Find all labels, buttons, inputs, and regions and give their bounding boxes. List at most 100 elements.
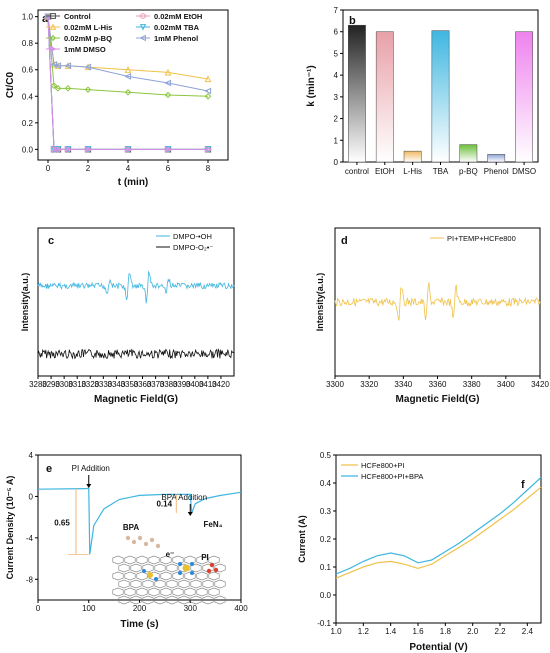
data-point: [124, 66, 132, 73]
hexagon: [130, 595, 142, 605]
data-point: [49, 34, 57, 42]
y-tick-label: 4: [29, 451, 34, 460]
data-point: [54, 145, 62, 153]
series-line: [47, 16, 209, 92]
x-tick-label: 1.6: [412, 627, 424, 636]
data-point: [84, 145, 92, 153]
x-tick-label: 3340: [108, 380, 126, 389]
hexagon: [178, 595, 190, 605]
data-point: [44, 13, 52, 21]
data-point: [124, 72, 132, 80]
legend-entry: HCFe800+PI: [361, 461, 405, 470]
data-point: [164, 68, 172, 76]
x-tick-label: 0: [36, 604, 41, 613]
y-axis-label: Current Density (10⁻⁵ A): [5, 476, 15, 580]
x-tick-label: 8: [206, 164, 211, 173]
y-tick-label: 0.4: [320, 479, 332, 488]
hexagon: [196, 587, 208, 597]
inset-graphene-illustration: BPA FeN₄ e⁻ PI: [112, 520, 226, 605]
y-tick-label: 0.2: [320, 535, 332, 544]
x-tick-label: 3400: [497, 380, 515, 389]
bar: [515, 31, 533, 163]
x-tick-label: 3310: [68, 380, 86, 389]
y-tick-label: 1.0: [22, 13, 34, 22]
data-point: [124, 145, 132, 153]
y-axis-label: Current (A): [297, 515, 307, 563]
series-dmpo-o2: [37, 348, 235, 360]
y-axis-label: Intensity(a.u.): [20, 273, 30, 332]
x-tick-label: 3370: [147, 380, 165, 389]
hexagon: [130, 563, 142, 573]
x-tick-label: 3360: [134, 380, 152, 389]
hexagon: [190, 563, 202, 573]
hexagon: [202, 579, 214, 589]
legend-entry: DMPO-•OH: [173, 232, 212, 241]
y-axis-label: Ct/C0: [5, 72, 16, 99]
legend-entry: HCFe800+PI+BPA: [361, 472, 423, 481]
x-tick-label: 3420: [531, 380, 549, 389]
hexagon: [160, 571, 172, 581]
bpa-atom: [155, 543, 161, 549]
x-tick-label: 0: [46, 164, 51, 173]
x-tick-label: 3420: [212, 380, 230, 389]
hexagon: [202, 595, 214, 605]
y-tick-label: 0: [334, 158, 339, 167]
hexagon: [208, 571, 220, 581]
x-tick-label: 4: [126, 164, 131, 173]
data-point: [124, 88, 132, 96]
y-tick-label: 0.2: [22, 119, 34, 128]
hexagon: [160, 587, 172, 597]
hexagon: [178, 579, 190, 589]
data-point: [139, 24, 147, 31]
plot-frame: [37, 227, 235, 377]
panel-label: e: [46, 463, 52, 475]
y-tick-label: 0.0: [22, 145, 34, 154]
hexagon: [208, 587, 220, 597]
bpa-atom: [125, 535, 131, 541]
x-tick-label: 3400: [186, 380, 204, 389]
x-tick-label: 2.4: [522, 627, 534, 636]
series-current: [37, 487, 242, 555]
bpa-atom: [143, 541, 149, 547]
fe-atom: [182, 564, 190, 572]
hexagon: [214, 579, 226, 589]
data-point: [49, 23, 57, 30]
y-tick-label: 0.6: [22, 66, 34, 75]
x-tick-label: 300: [184, 604, 198, 613]
series-pi-temp: [334, 282, 541, 321]
legend-entry: PI+TEMP+HCFe800: [447, 234, 516, 243]
plot-frame: [37, 9, 229, 161]
hexagon: [208, 555, 220, 565]
y-tick-label: -0.1: [317, 619, 331, 628]
hexagon: [154, 563, 166, 573]
y-tick-label: 5: [334, 49, 339, 58]
x-tick-label: 3390: [173, 380, 191, 389]
y-tick-label: -4: [26, 534, 34, 543]
legend-entry: 1mM Phenol: [154, 34, 198, 43]
series-line: [47, 16, 209, 97]
x-tick-label: 2: [86, 164, 91, 173]
hexagon: [136, 571, 148, 581]
bar: [348, 24, 366, 163]
hexagon: [124, 587, 136, 597]
annotation-arrow-head: [187, 512, 193, 516]
y-axis-label: k (min⁻¹): [306, 65, 317, 106]
panel-a: a0 2 4 6 80.00.20.40.60.81.0t (min)Ct/C0Cont…: [5, 9, 229, 188]
annotation-arrow-head: [86, 484, 92, 488]
hexagon: [112, 571, 124, 581]
hexagon: [196, 555, 208, 565]
hexagon: [184, 571, 196, 581]
o-atom: [209, 562, 215, 568]
data-point: [84, 86, 92, 93]
data-point: [84, 63, 92, 71]
bpa-atom: [131, 539, 137, 545]
data-point: [204, 75, 212, 83]
data-point: [64, 85, 72, 92]
hexagon: [160, 555, 172, 565]
hexagon: [166, 563, 178, 573]
data-point: [204, 87, 212, 95]
y-tick-label: 0.5: [320, 451, 332, 460]
series-0-02mm-p-bq: [44, 13, 212, 100]
bpa-atom: [149, 537, 155, 543]
legend-entry: 0.02mM L-His: [64, 23, 112, 32]
